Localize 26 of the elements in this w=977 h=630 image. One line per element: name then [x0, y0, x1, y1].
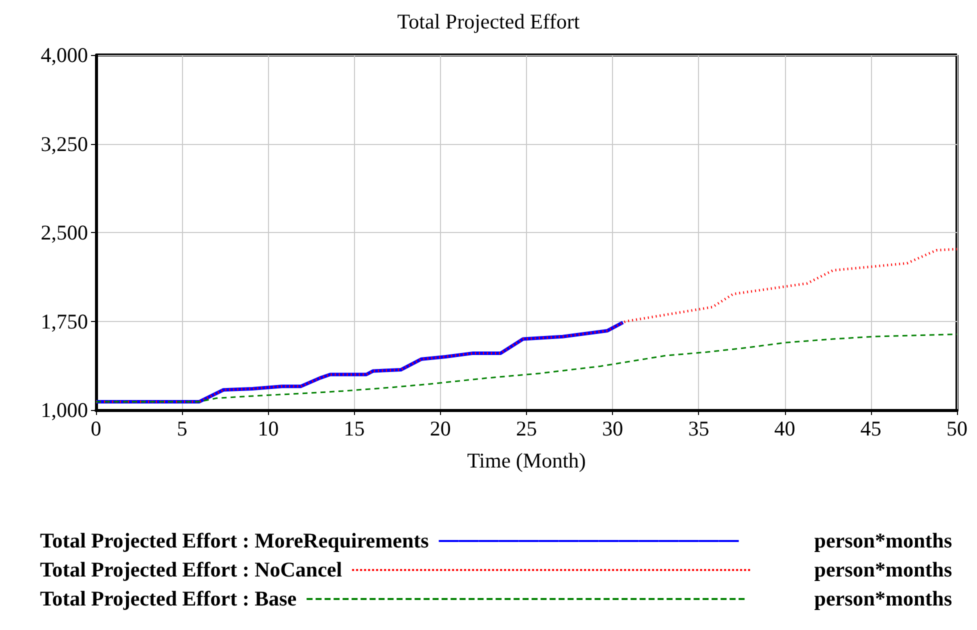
line-series: [94, 248, 958, 403]
text: person*months: [814, 586, 952, 610]
legend-label: Total Projected Effort : NoCancel: [40, 558, 342, 582]
chart-title: Total Projected Effort: [397, 10, 580, 34]
x-tick-label: 45: [860, 416, 882, 440]
y-tick-label: 1,750: [40, 309, 88, 334]
y-tick-label: 4,000: [40, 43, 88, 67]
text: person*months: [814, 528, 952, 552]
x-tick-label: 35: [688, 416, 710, 440]
text: person*months: [814, 558, 952, 582]
legend-label: Total Projected Effort : MoreRequirements: [40, 528, 429, 552]
x-tick-label: 0: [90, 416, 102, 440]
x-tick-label: 15: [344, 416, 365, 440]
x-tick-label: 25: [516, 416, 537, 440]
x-tick-label: 40: [774, 416, 796, 440]
y-tick-label: 3,250: [40, 132, 88, 156]
line-series: [95, 334, 958, 402]
x-tick-label: 50: [946, 416, 968, 440]
x-axis-title: Time (Month): [467, 448, 586, 472]
x-tick-label: 10: [258, 416, 279, 440]
x-tick-label: 5: [176, 416, 188, 440]
y-tick-label: 1,000: [40, 398, 88, 422]
x-tick-label: 20: [430, 416, 451, 440]
y-tick-label: 2,500: [40, 220, 88, 244]
x-tick-label: 30: [602, 416, 624, 440]
legend-label: Total Projected Effort : Base: [40, 586, 297, 610]
